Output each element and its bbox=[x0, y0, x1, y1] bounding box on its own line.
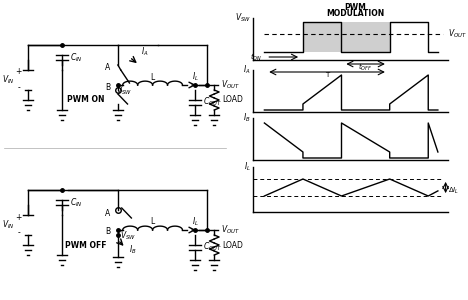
Text: $I_L$: $I_L$ bbox=[192, 216, 199, 228]
Text: $V_{IN}$: $V_{IN}$ bbox=[2, 74, 15, 86]
Text: $C_{OUT}$: $C_{OUT}$ bbox=[203, 241, 222, 253]
Text: PWM ON: PWM ON bbox=[67, 95, 105, 104]
Text: A: A bbox=[105, 64, 110, 73]
Text: $V_{IN}$: $V_{IN}$ bbox=[2, 219, 15, 231]
Text: $I_A$: $I_A$ bbox=[141, 46, 148, 58]
Text: -: - bbox=[17, 229, 20, 238]
Bar bbox=[303, 22, 390, 52]
Text: $\Delta I_L$: $\Delta I_L$ bbox=[448, 186, 460, 196]
Text: $V_{SW}$: $V_{SW}$ bbox=[120, 230, 136, 242]
Text: A: A bbox=[105, 208, 110, 217]
Text: MODULATION: MODULATION bbox=[326, 10, 384, 19]
Text: $I_B$: $I_B$ bbox=[130, 244, 137, 256]
Text: -: - bbox=[17, 83, 20, 92]
Text: $I_L$: $I_L$ bbox=[244, 161, 251, 173]
Text: B: B bbox=[105, 227, 110, 236]
Text: B: B bbox=[105, 82, 110, 91]
Text: $I_L$: $I_L$ bbox=[192, 71, 199, 83]
Text: $I_A$: $I_A$ bbox=[243, 64, 251, 76]
Text: $t_{ON}$: $t_{ON}$ bbox=[250, 51, 263, 63]
Text: $V_{OUT}$: $V_{OUT}$ bbox=[221, 224, 240, 236]
Text: LOAD: LOAD bbox=[222, 95, 243, 104]
Text: $I_B$: $I_B$ bbox=[243, 112, 251, 124]
Text: $t_{OFF}$: $t_{OFF}$ bbox=[358, 61, 373, 73]
Text: $V_{OUT}$: $V_{OUT}$ bbox=[447, 28, 467, 40]
Text: L: L bbox=[150, 73, 155, 82]
Text: $C_{IN}$: $C_{IN}$ bbox=[70, 52, 82, 64]
Text: PWM OFF: PWM OFF bbox=[66, 241, 107, 250]
Text: +: + bbox=[15, 68, 22, 76]
Text: $V_{SW}$: $V_{SW}$ bbox=[116, 85, 132, 97]
Text: $V_{SW}$: $V_{SW}$ bbox=[235, 12, 251, 24]
Text: T: T bbox=[325, 72, 329, 78]
Text: LOAD: LOAD bbox=[222, 241, 243, 250]
Text: L: L bbox=[150, 218, 155, 226]
Text: $C_{IN}$: $C_{IN}$ bbox=[70, 197, 82, 209]
Text: +: + bbox=[15, 212, 22, 221]
Text: $V_{OUT}$: $V_{OUT}$ bbox=[221, 79, 240, 91]
Text: PWM: PWM bbox=[344, 4, 366, 13]
Text: $C_{OUT}$: $C_{OUT}$ bbox=[203, 96, 222, 108]
